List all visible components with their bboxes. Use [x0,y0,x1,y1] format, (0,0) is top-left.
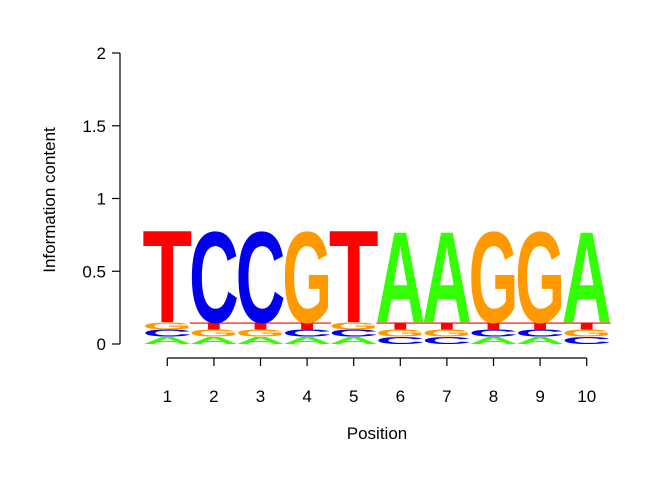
logo-letter-c: C [515,328,565,339]
logo-letter-c: C [422,335,472,346]
logo-letter-a: A [189,335,239,346]
logo-letter-a: A [562,206,612,351]
logo-letter-g: G [469,204,519,350]
logo-letter-t: T [189,321,239,332]
logo-letter-g: G [562,328,612,339]
logo-letter-t: T [562,321,612,332]
logo-letter-g: G [282,204,332,350]
x-tick-label: 2 [209,387,218,406]
logo-letter-a: A [422,206,472,351]
logo-letter-a: A [142,335,192,346]
logo-letter-t: T [142,204,192,351]
logo-letter-c: C [562,335,612,346]
x-tick-label: 10 [577,387,596,406]
logo-letter-c: C [375,335,425,346]
x-tick-label: 9 [535,387,544,406]
x-tick-label: 3 [256,387,265,406]
x-tick-label: 7 [442,387,451,406]
logo-letter-c: C [142,328,192,339]
y-tick-label: 2 [97,44,106,63]
logo-letter-a: A [282,335,332,346]
y-tick-label: 1.5 [82,117,106,136]
logo-letter-c: C [282,328,332,339]
y-tick-label: 0.5 [82,262,106,281]
y-tick-label: 1 [97,190,106,209]
logo-letter-a: A [469,335,519,346]
logo-letter-a: A [236,335,286,346]
logo-letter-c: C [236,206,286,351]
logo-letter-g: G [375,328,425,339]
x-tick-label: 5 [349,387,358,406]
logo-letter-t: T [236,321,286,332]
logo-letter-t: T [282,321,332,332]
logo-letter-t: T [329,204,379,351]
logo-letter-t: T [375,321,425,332]
logo-letter-t: T [422,321,472,332]
logo-letter-a: A [329,335,379,346]
x-tick-label: 6 [396,387,405,406]
x-tick-label: 1 [163,387,172,406]
logo-letter-g: G [515,204,565,350]
x-axis: 1 2 3 4 5 6 7 8 9 10 [163,357,596,406]
x-axis-title: Position [347,424,407,443]
logo-letter-t: T [515,321,565,332]
x-tick-label: 8 [489,387,498,406]
logo-letter-c: C [469,328,519,339]
logo-letter-c: C [329,328,379,339]
y-tick-label: 0 [97,335,106,354]
y-axis-title: Information content [40,127,59,273]
logo-letter-a: A [515,335,565,346]
logo-letter-t: T [469,321,519,332]
logo-letter-g: G [236,328,286,339]
logo-letter-g: G [422,328,472,339]
logo-letter-g: G [142,320,192,331]
logo-letter-c: C [189,206,239,351]
logo-letter-g: G [189,328,239,339]
x-tick-label: 4 [302,387,311,406]
y-axis: 0 0.5 1 1.5 2 [82,44,121,354]
logo-letter-a: A [375,206,425,351]
logo-letter-g: G [329,320,379,331]
